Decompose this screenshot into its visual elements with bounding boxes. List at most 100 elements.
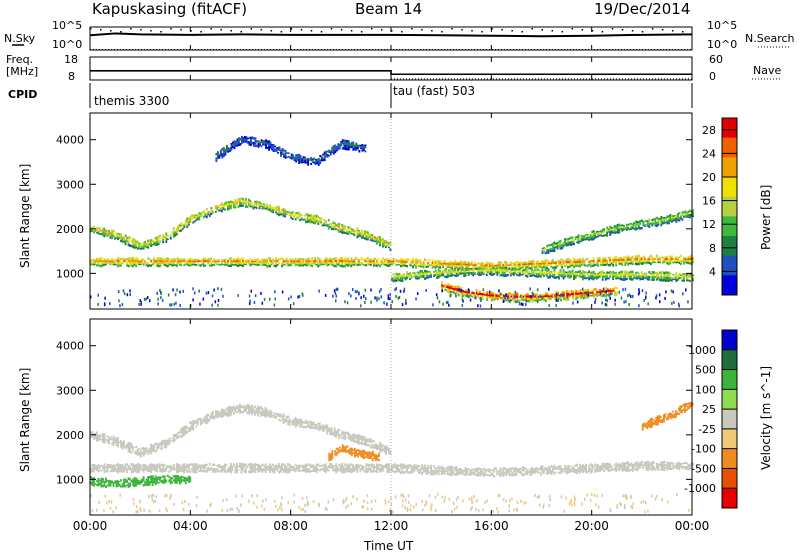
power-cell [145, 243, 148, 245]
power-cell [274, 150, 276, 152]
power-cell [130, 257, 133, 260]
velocity-cell [267, 414, 270, 417]
power-cell [302, 219, 305, 221]
power-cell [506, 263, 509, 265]
power-cell [615, 225, 618, 228]
power-cell [503, 274, 506, 277]
power-cell [320, 156, 323, 159]
velocity-cell [288, 418, 291, 421]
power-cell [624, 275, 627, 279]
power-cell [675, 215, 678, 218]
velocity-cell [150, 449, 153, 452]
power-cell [642, 273, 645, 276]
velocity-cell [270, 465, 273, 467]
power-cell [311, 220, 314, 223]
power-cell [592, 278, 595, 281]
velocity-cell [245, 405, 247, 408]
power-cell [327, 262, 330, 264]
power-cell [413, 275, 416, 278]
velocity-cell [189, 426, 192, 430]
power-cell [452, 263, 455, 265]
power-cell [576, 294, 579, 297]
power-cell [478, 266, 481, 268]
power-cell [224, 151, 227, 154]
velocity-cell [142, 449, 145, 452]
power-cell [324, 221, 327, 224]
power-cell [248, 201, 250, 204]
power-cell [195, 264, 198, 266]
power-cell [520, 267, 523, 269]
power-cell [658, 278, 661, 282]
velocity-cell [136, 451, 139, 454]
power-cell [166, 262, 169, 265]
power-cell [180, 262, 183, 265]
power-cell [130, 262, 133, 265]
power-cell [513, 300, 516, 303]
power-cell [242, 204, 244, 207]
power-cell [565, 273, 568, 275]
power-cell [574, 263, 577, 266]
power-cell [603, 234, 606, 237]
power-cell [555, 263, 557, 267]
velocity-cell [94, 464, 97, 467]
velocity-cell [99, 435, 101, 438]
power-speckle [380, 287, 382, 291]
power-cell [364, 144, 367, 147]
velocity-cell [222, 465, 225, 467]
power-cell [397, 279, 399, 281]
velocity-cell [249, 463, 252, 466]
power-cell [589, 271, 592, 274]
power-cell [487, 294, 490, 297]
power-cell [454, 262, 457, 265]
power-cell [395, 260, 398, 263]
power-cell [565, 274, 568, 276]
power-cell [463, 267, 466, 271]
velocity-cell [127, 468, 130, 470]
power-cell [546, 294, 549, 298]
power-cell [540, 295, 543, 298]
power-cell [338, 147, 341, 150]
velocity-cell [156, 448, 159, 451]
power-cell [548, 298, 550, 300]
power-cell [538, 264, 541, 267]
power-cell [90, 260, 92, 263]
power-cell [624, 260, 627, 264]
power-speckle [622, 288, 624, 292]
power-cell [444, 287, 447, 290]
power-cell [573, 295, 576, 297]
power-cell [275, 259, 277, 263]
power-cell [588, 260, 591, 263]
power-speckle [356, 290, 358, 294]
power-cell [597, 272, 600, 275]
velocity-cell [193, 468, 196, 471]
power-cell [376, 242, 378, 245]
power-cell [301, 159, 304, 162]
power-cell [205, 215, 208, 219]
power-cell [448, 263, 451, 265]
power-cell [245, 198, 247, 201]
power-cell [649, 254, 652, 258]
velocity-cell [133, 470, 136, 472]
power-cell [242, 138, 245, 141]
power-cell [230, 143, 233, 145]
power-cell [667, 274, 670, 277]
power-cell [112, 263, 115, 266]
power-cell [510, 295, 513, 298]
velocity-cell [275, 468, 277, 471]
power-cell [235, 140, 237, 143]
power-cell [443, 275, 446, 278]
power-cell [600, 234, 603, 237]
velocity-cell [186, 431, 189, 434]
power-cell [392, 273, 395, 276]
power-cell [262, 143, 264, 146]
power-cell [594, 274, 597, 276]
power-cell [253, 144, 255, 147]
power-cell [369, 239, 372, 241]
velocity-cell [294, 468, 297, 471]
power-cell [588, 295, 591, 297]
power-cell [586, 264, 589, 268]
power-cell [380, 260, 383, 263]
power-speckle [518, 302, 521, 306]
power-cell [105, 232, 107, 235]
power-cell [360, 229, 363, 232]
